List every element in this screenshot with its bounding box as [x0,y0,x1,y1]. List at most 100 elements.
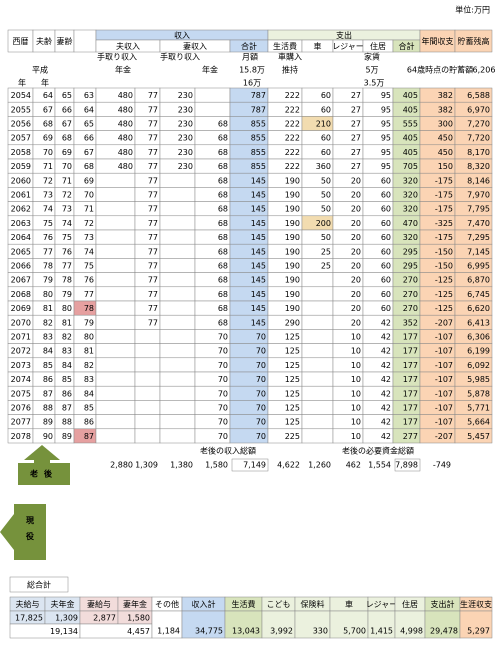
cell-value: 68 [218,219,228,228]
cell [394,610,426,639]
cell-value: 72 [43,176,53,185]
cell-value: 70 [218,389,228,398]
header: 夫収入 [116,41,140,51]
cell-value: 77 [43,247,53,256]
cell-value: 855 [251,134,266,143]
summary-value: 1,309 [135,461,158,470]
cell-value: 66 [84,134,94,143]
cell-value: 177 [403,361,418,370]
cell-value: 5,878 [467,389,490,398]
cell-value: 81 [43,304,53,313]
cell [301,314,334,330]
summary-balance: -749 [433,461,451,470]
cell-value: 5,664 [467,418,490,427]
cell-value: 20 [351,205,361,214]
cell-value: 145 [251,318,266,327]
cell [301,300,334,316]
cell-value: 69 [84,176,94,185]
cell-value: 190 [285,247,300,256]
cell-value: 222 [285,105,300,114]
cell-value: 77 [148,162,158,171]
cell-value: 68 [218,205,228,214]
year: 2067 [11,276,31,285]
cell [159,400,196,415]
cell-value: 70 [256,333,266,342]
cell-value: 150 [438,162,453,171]
cell-value: 77 [148,91,158,100]
cell-value: 77 [84,290,94,299]
cell-value: 71 [84,205,94,214]
cell-value: 125 [285,347,300,356]
cell-value: 20 [351,219,361,228]
cell-value: 95 [381,134,391,143]
cell-value: 64 [84,105,94,114]
note: 15.8万 [239,66,265,75]
cell-value: 6,092 [467,361,490,370]
cell-value: 78 [62,276,72,285]
arrow-up [18,445,70,485]
cell-value: 177 [403,418,418,427]
cell-value: 230 [178,148,193,157]
cell-value: 82 [84,361,94,370]
cell-value: 177 [403,333,418,342]
summary-label: 老後の必要資金総額 [342,446,414,456]
summary-label: 老後の収入総額 [200,446,256,456]
cell [95,258,136,273]
cell-value: 87 [62,404,72,413]
cell-value: 25 [321,262,331,271]
summary-value: 4,622 [277,461,300,470]
cell [159,357,196,373]
cell-value: 382 [438,105,453,114]
cell-value: 78 [84,304,94,313]
cell [159,329,196,344]
cell-value: 125 [285,333,300,342]
cell-value: 60 [381,304,391,313]
cell-value: 145 [251,176,266,185]
year: 2059 [11,162,31,171]
cell-value: 225 [285,432,300,441]
arrow-left [0,504,46,560]
cell-value: 480 [118,148,133,157]
cell-value: 27 [351,105,361,114]
year: 2069 [11,304,31,313]
year: 2060 [11,176,31,185]
cell-value: 72 [84,219,94,228]
cell-value: 125 [285,361,300,370]
totals-value: 13,043 [232,627,260,636]
year: 2062 [11,205,31,214]
note: 5万 [365,66,378,75]
cell-value: 70 [256,432,266,441]
cell-value: 68 [218,162,228,171]
cell-value: 95 [381,162,391,171]
cell-value: 190 [285,276,300,285]
note: 手取り収入 [97,52,137,62]
cell [159,286,196,302]
cell-value: 77 [148,191,158,200]
cell-value: 270 [403,276,418,285]
cell-value: 65 [62,91,72,100]
cell-value: 84 [43,347,53,356]
totals-value: 1,184 [157,627,180,636]
cell-value: 77 [148,219,158,228]
cell-value: 222 [285,162,300,171]
cell-value: 87 [84,432,94,441]
cell [134,371,161,387]
cell-value: 84 [62,361,72,370]
cell-value: 60 [381,233,391,242]
cell-value: 125 [285,375,300,384]
year: 2070 [11,318,31,327]
cell-value: 77 [62,262,72,271]
cell [95,329,136,344]
cell-value: 7,720 [467,134,490,143]
cell-value: 20 [351,276,361,285]
note: 家賃 [364,52,380,62]
cell [181,610,226,639]
cell-value: 450 [438,148,453,157]
cell-value: 68 [218,148,228,157]
cell-value: 295 [403,247,418,256]
totals-header: 夫給与 [16,599,40,609]
cell-value: 75 [62,233,72,242]
cell-value: -325 [435,219,453,228]
cell-value: -107 [435,389,453,398]
note: 16万 [243,79,261,88]
